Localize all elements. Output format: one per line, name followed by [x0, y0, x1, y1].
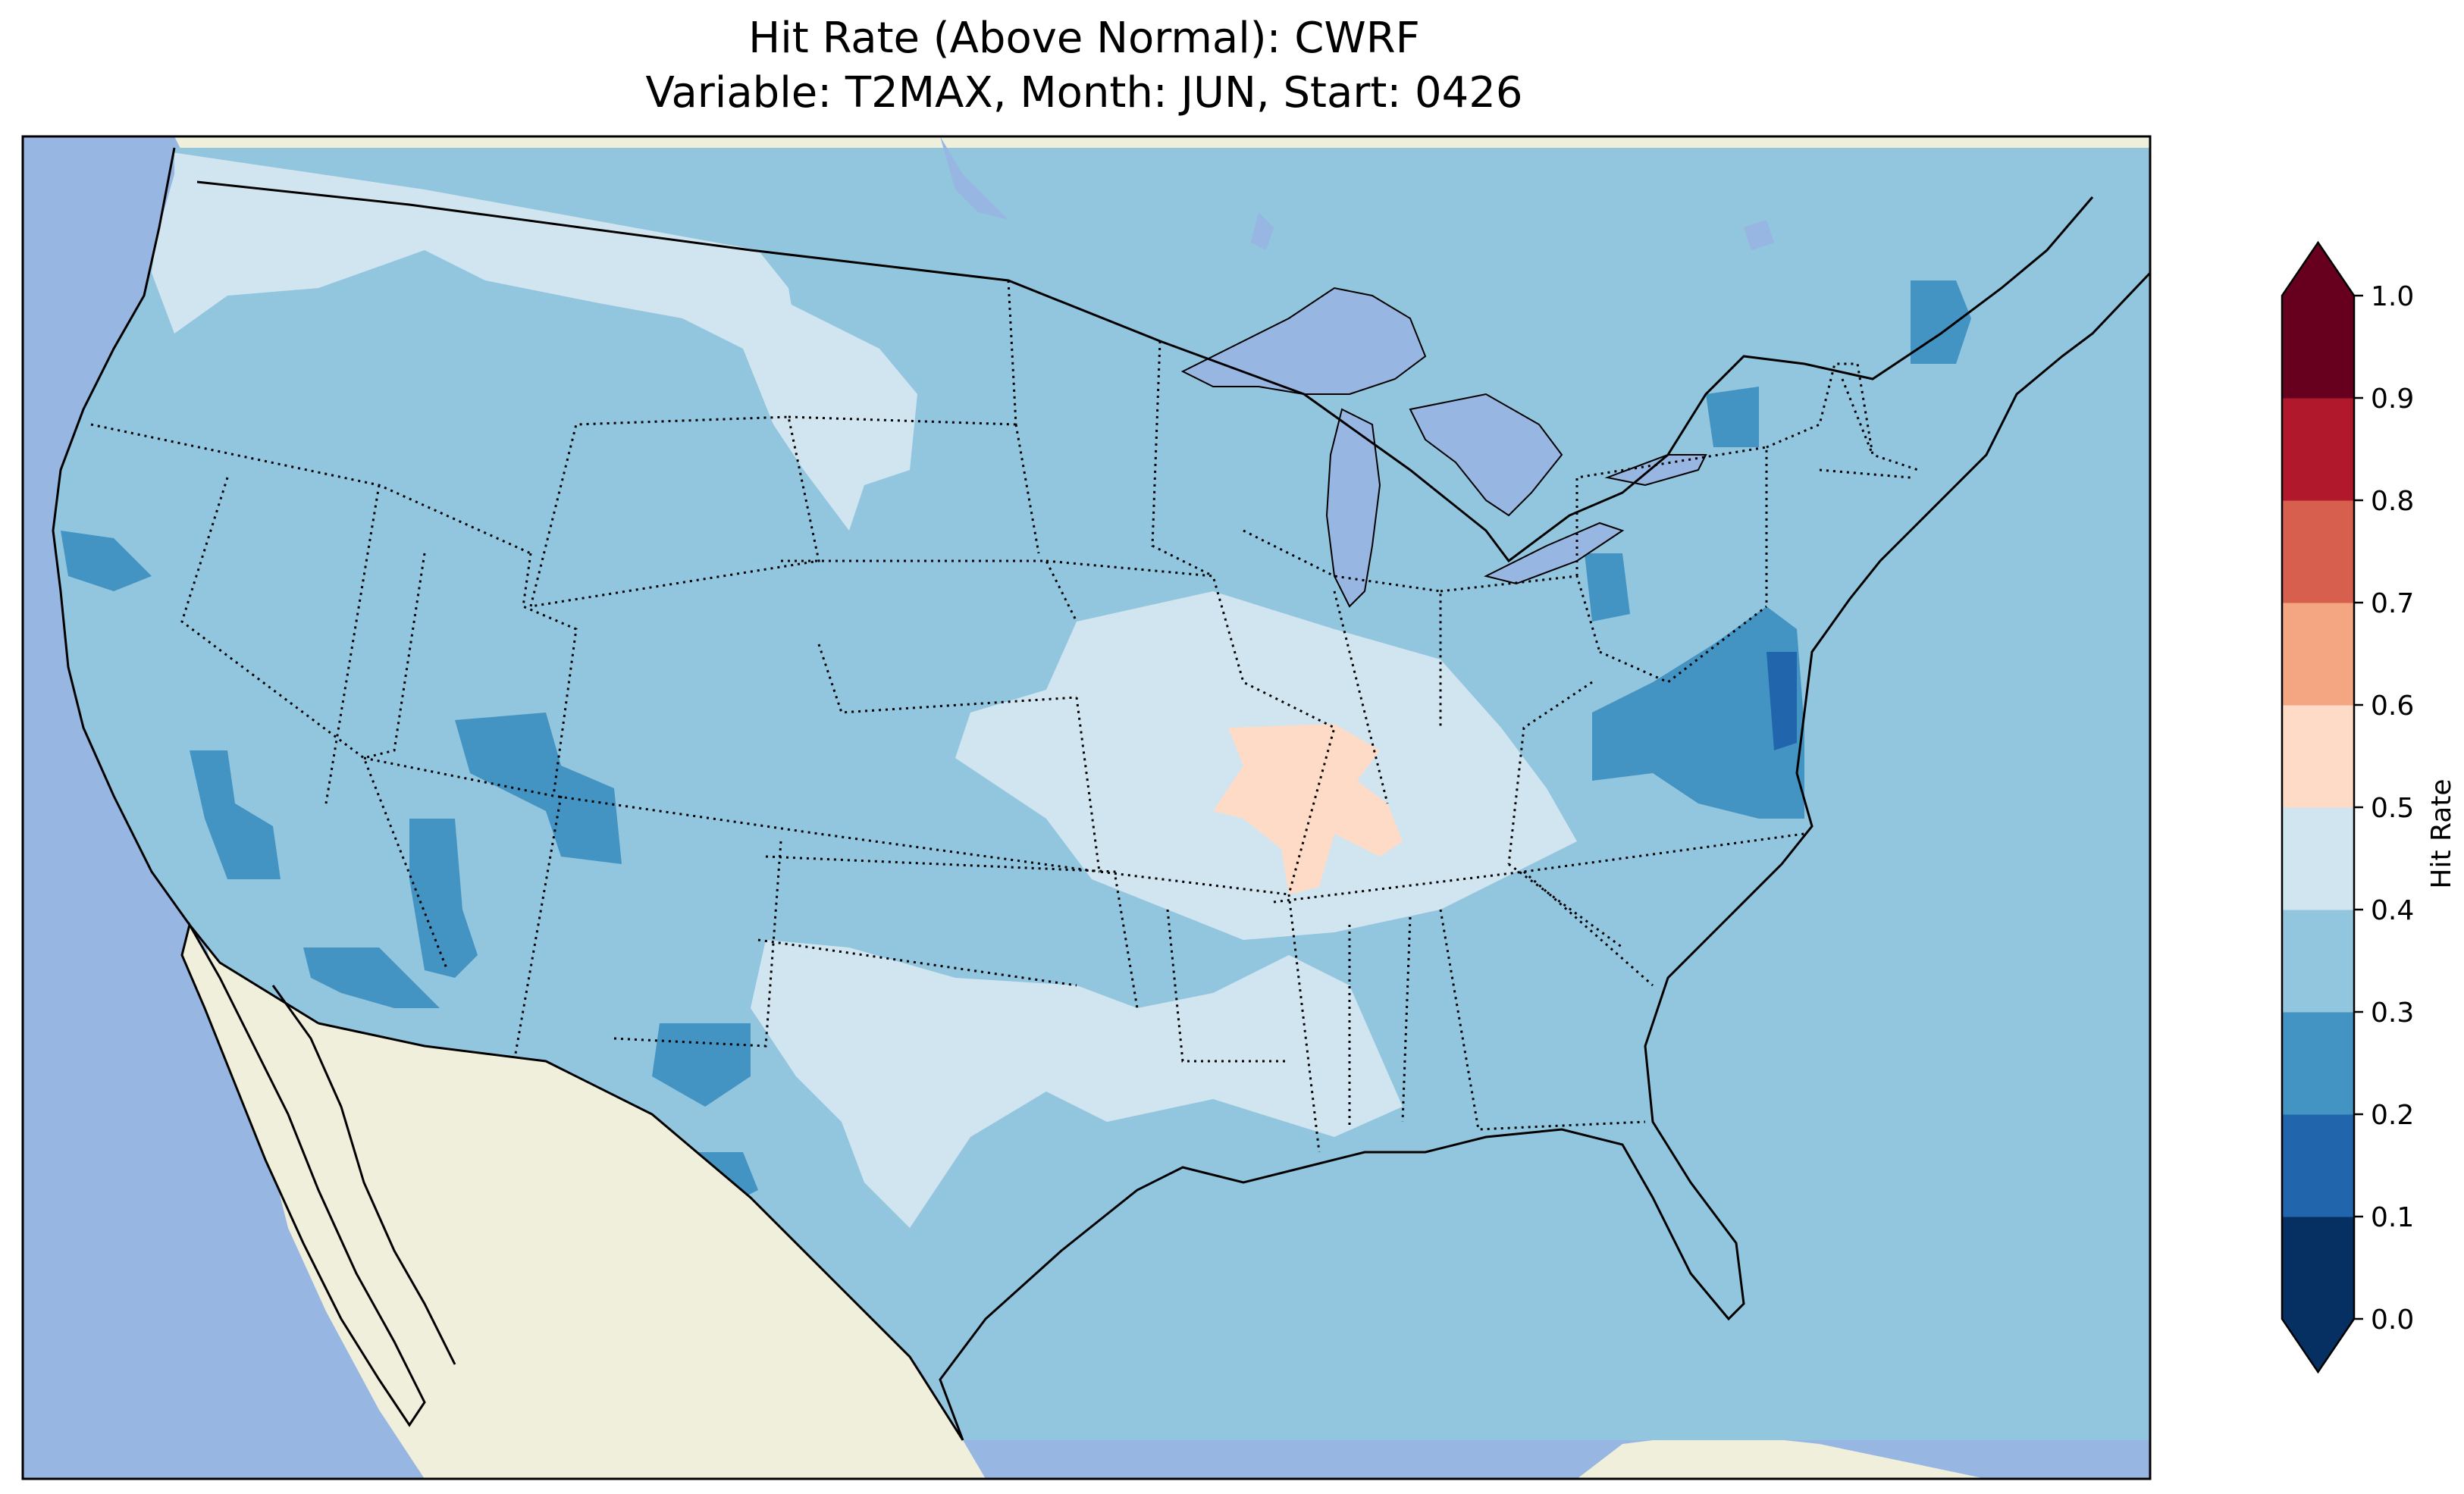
colorbar-tick-label: 0.1	[2371, 1202, 2414, 1233]
colorbar-bin	[2282, 500, 2354, 603]
colorbar: 0.0 0.1 0.2 0.3 0.4 0.5 0.6 0.7 0.8 0.9 1.0	[2281, 240, 2414, 1374]
us-coastline	[52, 147, 2150, 1441]
region-virginia	[1592, 606, 1804, 819]
international-border	[196, 180, 2094, 1441]
colorbar-bin	[2282, 1217, 2354, 1320]
region-arizona	[409, 819, 478, 978]
colorbar-tick-label: 0.9	[2371, 384, 2414, 415]
region-pennsylvania	[1585, 553, 1630, 622]
colorbar-bin	[2282, 807, 2354, 910]
baja-coastline	[180, 922, 456, 1427]
colorbar-extend-min	[2282, 1319, 2354, 1372]
region-illinois-kentucky	[1213, 724, 1403, 894]
lake-huron	[1409, 393, 1563, 517]
region-california	[61, 531, 152, 591]
colorbar-label: Hit Rate	[2426, 778, 2457, 888]
colorbar-extend-max	[2282, 243, 2354, 296]
region-new-york	[1706, 387, 1759, 447]
region-west-texas	[652, 1023, 751, 1107]
colorbar-bin	[2282, 705, 2354, 808]
colorbar-bin	[2282, 1114, 2354, 1217]
colorbar-tick-label: 0.8	[2371, 486, 2414, 517]
colorbar-tick-label: 0.0	[2371, 1305, 2414, 1336]
region-chesapeake	[1766, 652, 1797, 750]
colorbar-bin	[2282, 398, 2354, 501]
baja-california-land	[182, 925, 425, 1425]
colorbar-bin	[2282, 910, 2354, 1013]
colorbar-bin	[2282, 1012, 2354, 1115]
region-south-arizona	[303, 947, 440, 1008]
colorbar-tick-label: 0.2	[2371, 1100, 2414, 1131]
map-frame	[21, 135, 2152, 1480]
region-utah	[455, 713, 622, 864]
colorbar-tick-label: 1.0	[2371, 281, 2414, 312]
colorbar-bin	[2282, 603, 2354, 706]
region-nevada	[190, 750, 281, 879]
chart-title: Hit Rate (Above Normal): CWRF	[748, 14, 1420, 63]
colorbar-tick-label: 0.4	[2371, 895, 2414, 926]
cuba-land	[1577, 1433, 1986, 1479]
colorbar-bin	[2282, 296, 2354, 399]
region-southern-plains	[751, 940, 1403, 1228]
region-pacific-northwest	[152, 152, 804, 424]
lake-ontario	[1604, 454, 1707, 487]
state-borders	[90, 280, 1919, 1153]
colorbar-tick-label: 0.3	[2371, 998, 2414, 1029]
lake-superior	[1180, 287, 1427, 395]
lake-michigan	[1325, 408, 1381, 608]
mexico-land	[205, 940, 986, 1479]
colorbar-tick-label: 0.6	[2371, 691, 2414, 722]
chart-subtitle: Variable: T2MAX, Month: JUN, Start: 0426	[645, 68, 1523, 117]
region-northern-plains	[773, 303, 917, 531]
colorbar-tick-label: 0.7	[2371, 588, 2414, 619]
colorbar-tick-label: 0.5	[2371, 793, 2414, 824]
